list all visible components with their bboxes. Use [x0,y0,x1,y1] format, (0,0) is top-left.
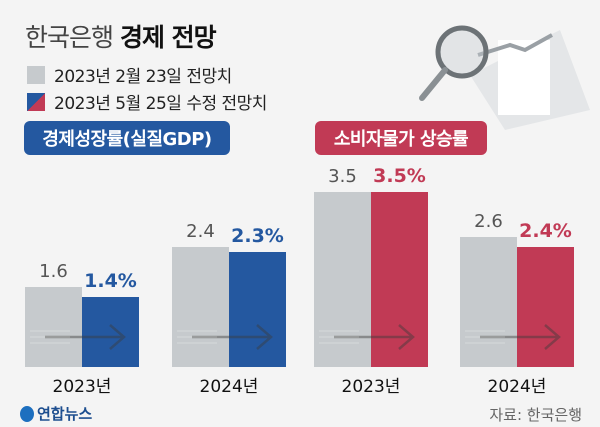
yonhap-logo: 연합뉴스 [20,403,92,424]
legend-label: 2023년 5월 25일 수정 전망치 [54,94,267,114]
cpi-title: 소비자물가 상승률 [315,121,487,155]
data-label: 2.4% [519,220,572,242]
data-label: 2.4 [186,221,215,242]
arrow-icon [45,324,126,350]
legend-item-may: 2023년 5월 25일 수정 전망치 [27,89,267,114]
bar [460,237,517,367]
arrow-icon [334,324,415,350]
data-label: 3.5 [328,166,357,187]
legend-swatch [27,92,45,111]
arrow-icon [480,324,561,350]
bar [371,192,428,367]
bar [82,297,139,367]
data-label: 1.6 [39,261,68,282]
x-tick-label: 2023년 [342,377,401,397]
data-label: 3.5% [373,165,426,187]
x-tick-label: 2024년 [488,377,547,397]
page-title: 한국은행 경제 전망 [25,18,217,54]
title-bold: 경제 전망 [119,23,217,52]
magnifier-chart-icon [419,25,590,130]
x-tick-label: 2023년 [53,377,112,397]
gdp-title: 경제성장률(실질GDP) [24,121,230,155]
bar [229,252,286,367]
data-label: 2.6 [474,211,503,232]
legend-swatch [27,65,45,84]
arrow-icon [192,324,273,350]
logo-text: 연합뉴스 [37,405,93,423]
bar [25,287,82,367]
logo-icon [20,405,34,422]
source-note: 자료: 한국은행 [489,406,582,424]
x-tick-label: 2024년 [200,377,259,397]
bar [314,192,371,367]
title-light: 한국은행 [25,23,114,52]
bar [172,247,229,367]
legend-label: 2023년 2월 23일 전망치 [54,67,232,87]
bar [517,247,574,367]
data-label: 1.4% [84,270,137,292]
legend-item-feb: 2023년 2월 23일 전망치 [27,62,232,87]
data-label: 2.3% [231,225,284,247]
